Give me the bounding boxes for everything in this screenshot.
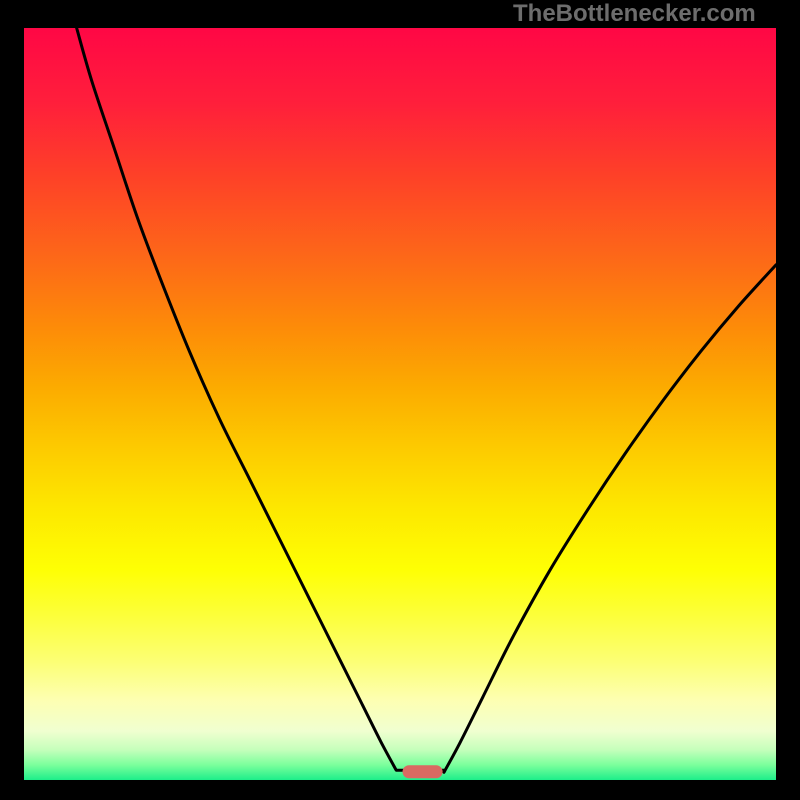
gradient-background — [24, 28, 776, 780]
chart-svg — [24, 28, 776, 780]
minimum-marker — [403, 766, 442, 778]
bottleneck-chart — [24, 28, 776, 780]
watermark-text: TheBottlenecker.com — [513, 0, 756, 28]
